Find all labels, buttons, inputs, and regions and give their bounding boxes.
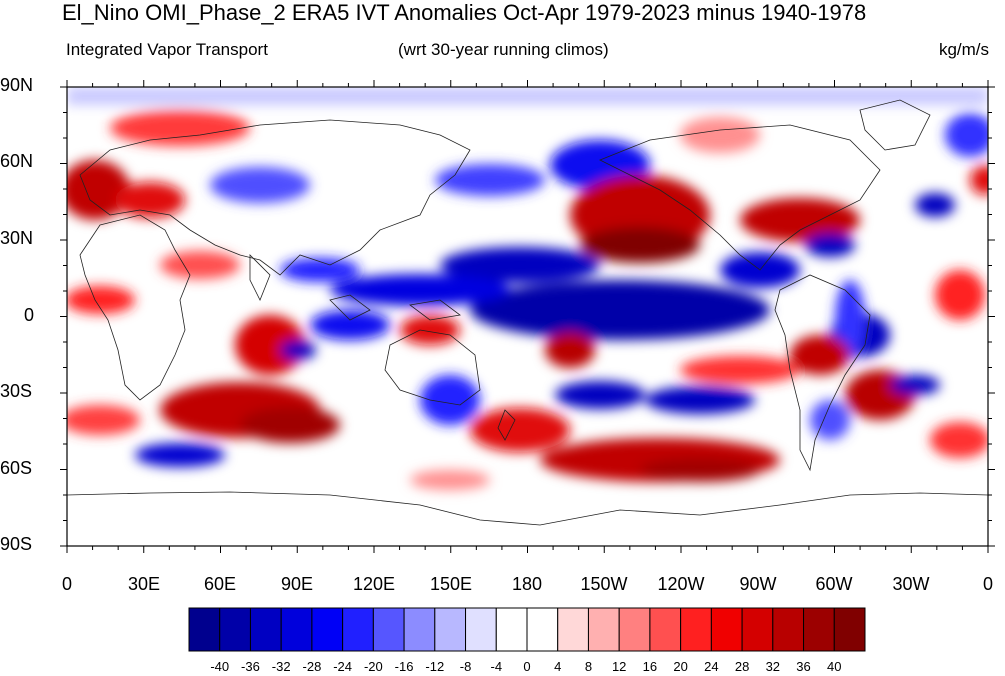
lat-label-30n: 30N: [0, 228, 34, 248]
colorbar-label: -12: [425, 659, 445, 674]
colorbar-label: 32: [765, 659, 781, 674]
lon-label-120e: 120E: [352, 574, 396, 594]
colorbar-label: 16: [642, 659, 658, 674]
subtitle-left: Integrated Vapor Transport: [66, 40, 268, 59]
axis-ticks: [60, 80, 995, 553]
lon-label-30e: 30E: [127, 574, 161, 594]
lon-label-90w: 90W: [739, 574, 777, 594]
colorbar-label: -40: [210, 659, 230, 674]
map-title: El_Nino OMI_Phase_2 ERA5 IVT Anomalies O…: [62, 0, 867, 25]
subtitle-center: (wrt 30-year running climos): [398, 40, 609, 59]
colorbar-label: -4: [490, 659, 503, 674]
lon-label-0-end: 0: [982, 574, 994, 594]
colorbar-label: -32: [271, 659, 291, 674]
colorbar-label: 24: [704, 659, 719, 674]
lon-label-60e: 60E: [203, 574, 237, 594]
lon-label-150e: 150E: [429, 574, 473, 594]
lat-label-90s: 90S: [0, 534, 33, 554]
colorbar-label: -36: [241, 659, 260, 674]
colorbar-label: 4: [554, 659, 562, 674]
colorbar-label: -20: [363, 659, 383, 674]
units-label: kg/m/s: [938, 40, 989, 59]
lon-label-180: 180: [511, 574, 543, 594]
lon-label-60w: 60W: [815, 574, 853, 594]
colorbar-label: 12: [611, 659, 627, 674]
colorbar-label: 0: [523, 659, 531, 674]
lon-label-150w: 150W: [580, 574, 628, 594]
colorbar-label: -28: [302, 659, 322, 674]
lat-label-eq: 0: [24, 305, 35, 325]
lon-label-30w: 30W: [892, 574, 930, 594]
colorbar-label: 36: [796, 659, 811, 674]
anomaly-field: [67, 87, 988, 490]
colorbar-label: 20: [673, 659, 688, 674]
lat-label-90n: 90N: [0, 75, 34, 95]
colorbar-label: -24: [333, 659, 353, 674]
colorbar-label: 28: [734, 659, 750, 674]
lon-label-0: 0: [61, 574, 73, 594]
colorbar-label: 8: [584, 659, 593, 674]
colorbar-label: 40: [827, 659, 842, 674]
colorbar-label: -16: [394, 659, 414, 674]
colorbar-label: -8: [459, 659, 472, 674]
lat-label-30s: 30S: [0, 381, 33, 401]
lon-label-120w: 120W: [657, 574, 705, 594]
coastlines: [67, 99, 988, 526]
lon-label-90e: 90E: [280, 574, 314, 594]
lat-label-60n: 60N: [0, 151, 34, 171]
lat-label-60s: 60S: [0, 458, 33, 478]
